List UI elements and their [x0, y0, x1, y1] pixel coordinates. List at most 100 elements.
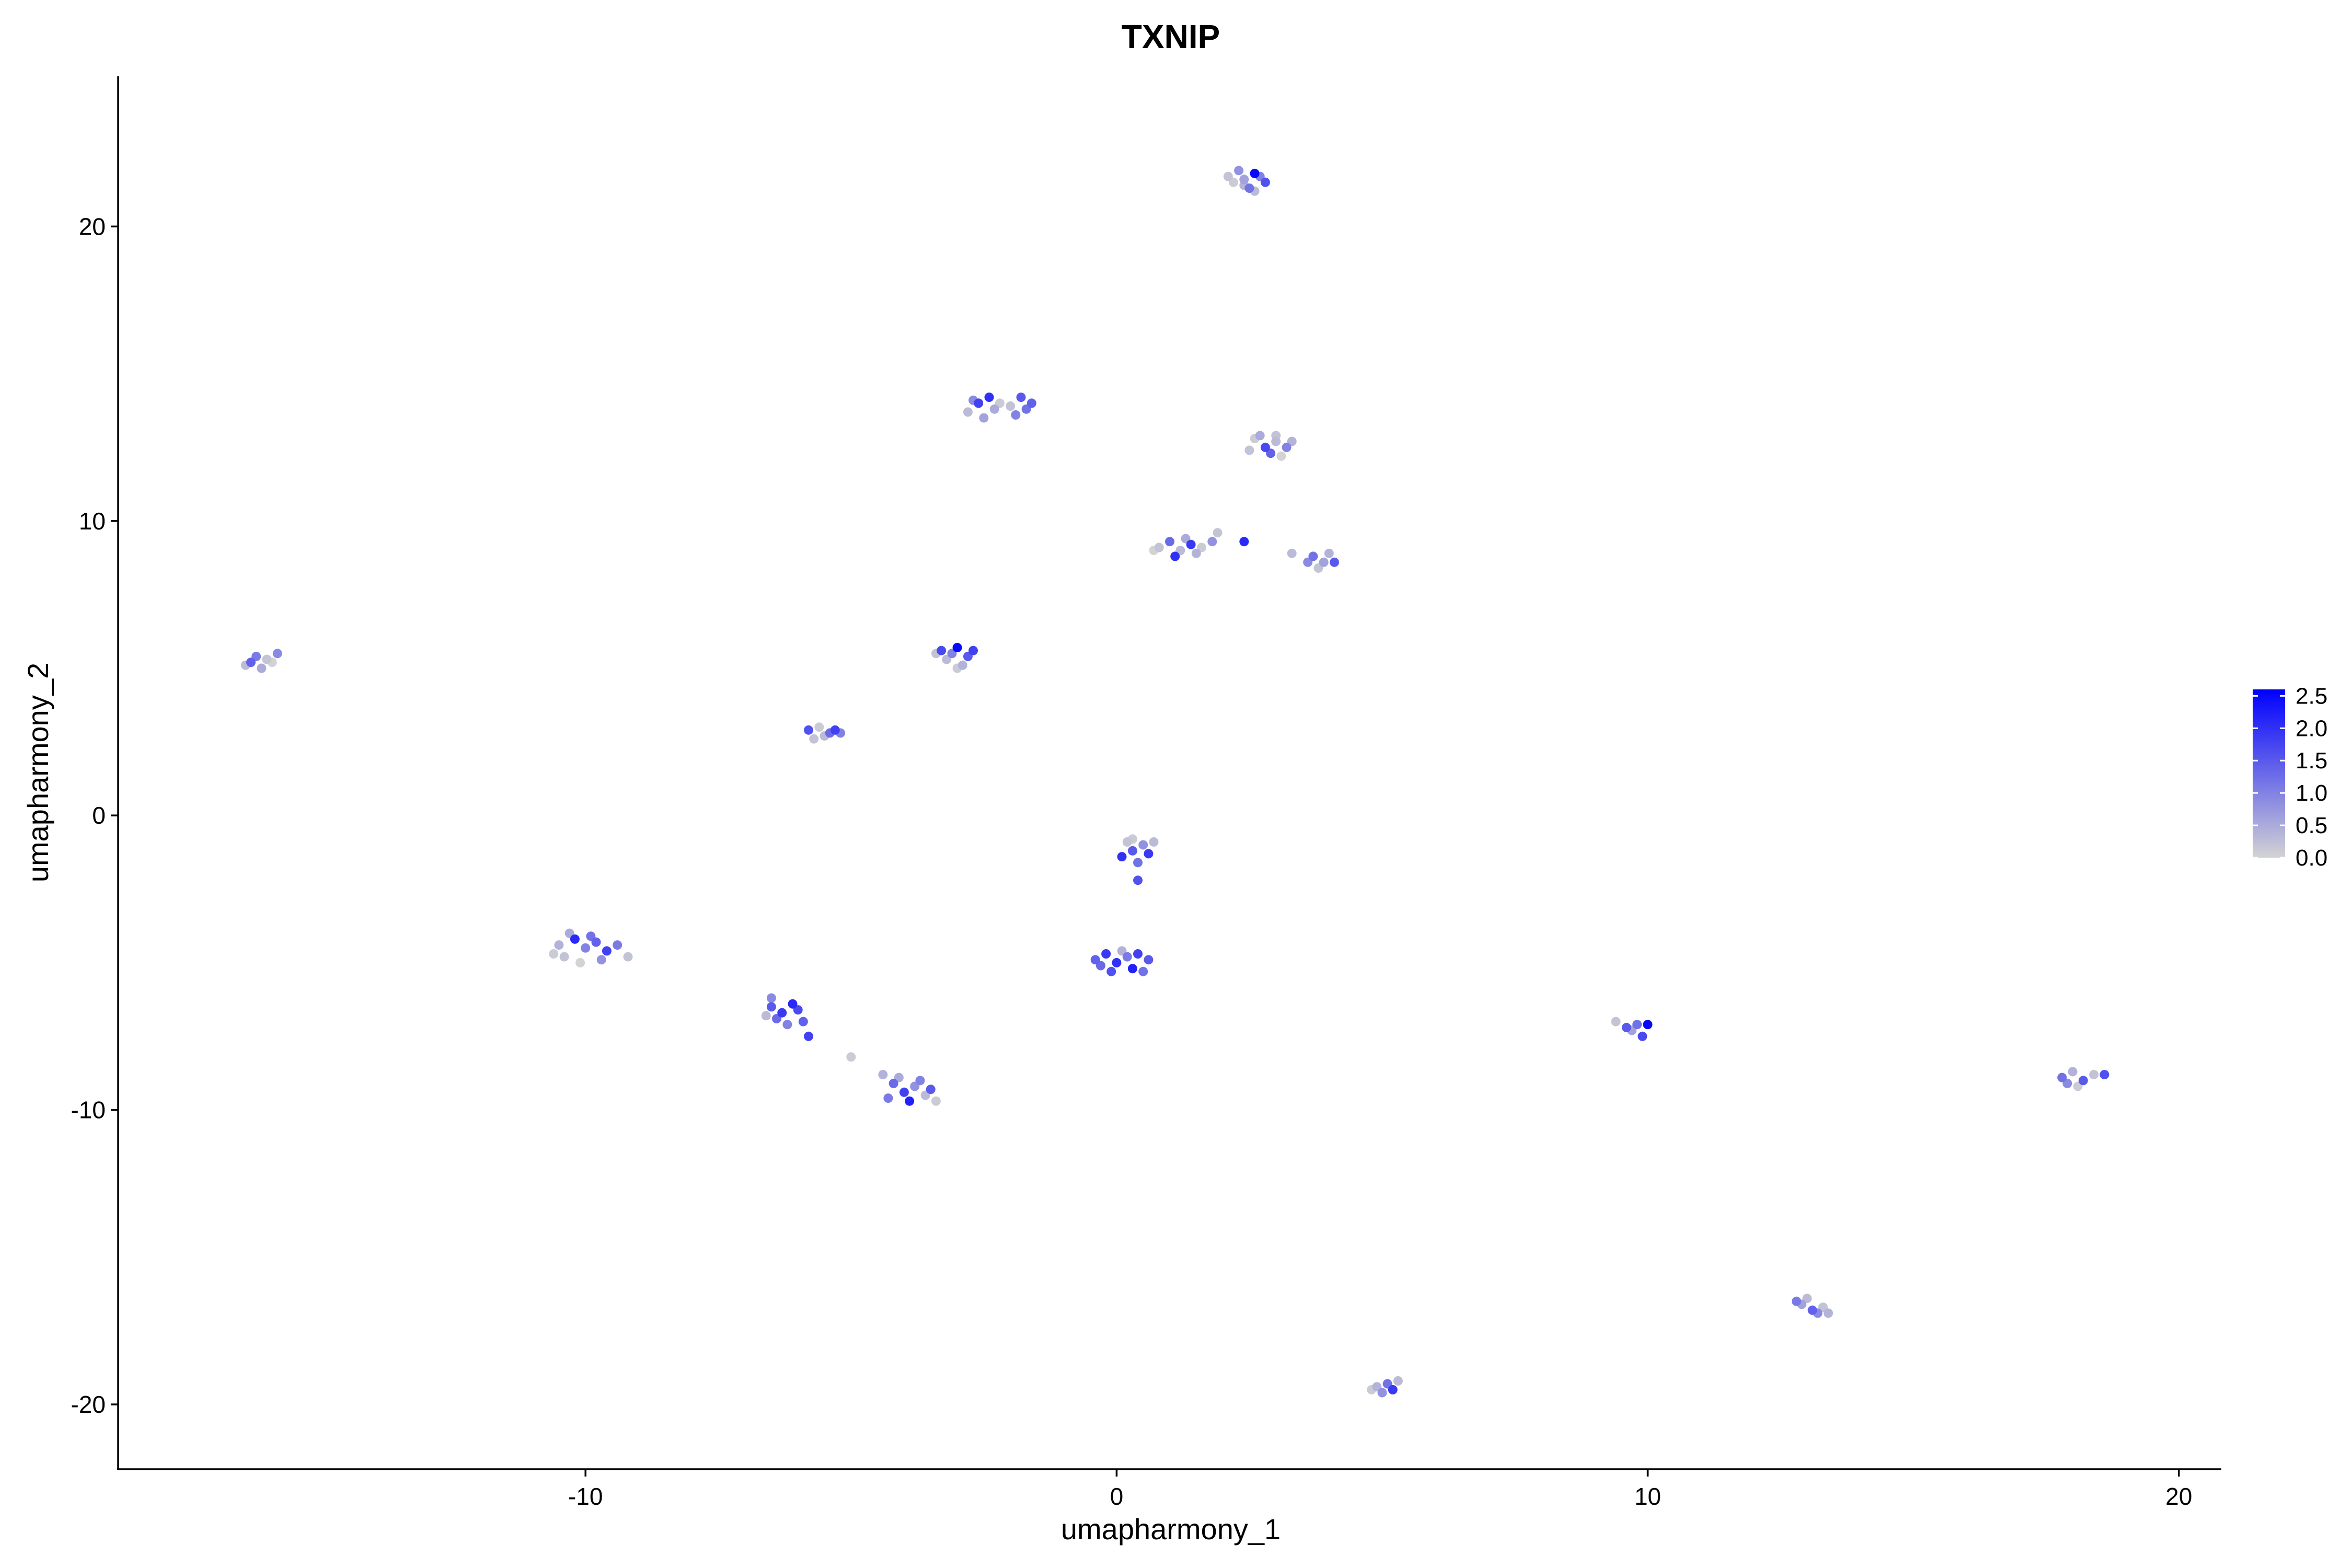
cell-point: [257, 663, 267, 673]
cell-point: [1117, 852, 1127, 862]
scatter-points: [240, 166, 2109, 1398]
plot-title: TXNIP: [1122, 18, 1220, 55]
cell-point: [1149, 837, 1159, 847]
cell-point: [889, 1078, 898, 1088]
cell-point: [1122, 837, 1132, 847]
cell-point: [1282, 442, 1292, 452]
cell-point: [1144, 849, 1154, 859]
x-tick-label: 0: [1110, 1483, 1124, 1510]
cell-point: [591, 937, 601, 947]
colorbar-ticks: 2.5 2.0 1.5 1.0 0.5 0.0: [2253, 683, 2327, 871]
x-tick-label: -10: [568, 1483, 603, 1510]
cell-point: [979, 413, 989, 423]
cell-point: [1090, 955, 1100, 965]
cell-point: [883, 1093, 893, 1103]
cell-point: [1223, 171, 1233, 181]
cell-point: [1260, 177, 1270, 187]
x-axis-title: umapharmony_1: [1061, 1513, 1281, 1546]
cell-point: [554, 940, 564, 950]
colorbar-label: 0.0: [2296, 845, 2327, 871]
cell-point: [915, 1076, 925, 1086]
cell-point: [262, 654, 272, 664]
cell-point: [1144, 955, 1154, 965]
colorbar-label: 2.0: [2296, 716, 2327, 741]
cell-point: [766, 993, 776, 1003]
y-axis-title: umapharmony_2: [21, 663, 54, 882]
colorbar-label: 1.0: [2296, 780, 2327, 806]
cell-point: [1239, 537, 1249, 547]
cell-point: [581, 943, 591, 953]
cell-point: [1611, 1017, 1621, 1027]
cell-point: [1127, 846, 1137, 856]
cell-point: [1244, 445, 1254, 455]
cell-point: [1824, 1308, 1833, 1318]
cell-point: [804, 1031, 813, 1041]
cell-point: [846, 1052, 856, 1062]
cell-point: [1287, 548, 1297, 558]
cell-point: [1393, 1376, 1403, 1386]
cell-point: [878, 1070, 888, 1079]
y-tick-label: 0: [92, 802, 106, 829]
cell-point: [272, 649, 282, 659]
cell-point: [559, 952, 569, 962]
cell-point: [788, 999, 798, 1009]
cell-point: [814, 722, 824, 732]
y-tick-label: 10: [79, 508, 106, 535]
cell-point: [1377, 1388, 1387, 1398]
cell-point: [1027, 398, 1036, 408]
cell-point: [570, 934, 580, 944]
cell-point: [782, 1020, 792, 1030]
cell-point: [1133, 875, 1143, 885]
x-axis-ticks: -10 0 10 20: [568, 1469, 2192, 1510]
cell-point: [613, 940, 622, 950]
y-axis-ticks: -20 -10 0 10 20: [71, 213, 118, 1418]
cell-point: [623, 952, 633, 962]
cell-point: [1138, 840, 1148, 850]
cell-point: [1016, 393, 1026, 402]
cell-point: [1319, 557, 1329, 567]
cell-point: [777, 1008, 787, 1018]
cell-point: [1308, 551, 1318, 561]
cell-point: [1234, 166, 1244, 176]
cell-point: [958, 660, 967, 670]
cell-point: [974, 398, 984, 408]
cell-point: [1324, 548, 1334, 558]
cell-point: [1260, 442, 1270, 452]
cell-point: [1330, 557, 1339, 567]
cell-point: [969, 645, 978, 655]
cell-point: [549, 949, 559, 959]
cell-point: [1127, 964, 1137, 974]
cell-point: [1250, 168, 1260, 178]
colorbar-label: 2.5: [2296, 683, 2327, 709]
cell-point: [2068, 1067, 2078, 1077]
cell-point: [1239, 175, 1249, 185]
cell-point: [1011, 410, 1021, 420]
cell-point: [989, 404, 999, 414]
cell-point: [1106, 966, 1116, 976]
cell-point: [1792, 1296, 1802, 1306]
cell-point: [766, 1002, 776, 1012]
cell-point: [2089, 1070, 2099, 1079]
cell-point: [1276, 451, 1286, 461]
cell-point: [1807, 1305, 1817, 1315]
cell-point: [1632, 1020, 1642, 1030]
cell-point: [2078, 1076, 2088, 1086]
cell-point: [602, 946, 612, 956]
cell-point: [1643, 1020, 1653, 1030]
cell-point: [963, 407, 973, 417]
cell-point: [1191, 548, 1201, 558]
cell-point: [952, 643, 962, 652]
cell-point: [830, 725, 840, 735]
y-tick-label: 20: [79, 213, 106, 240]
cell-point: [1154, 543, 1164, 552]
cell-point: [1006, 401, 1016, 411]
cell-point: [798, 1017, 808, 1027]
cell-point: [1165, 537, 1174, 547]
cell-point: [804, 725, 813, 735]
cell-point: [1244, 183, 1254, 193]
cell-point: [1112, 958, 1122, 967]
cell-point: [1388, 1385, 1398, 1394]
colorbar-gradient: [2253, 689, 2285, 858]
cell-point: [937, 645, 947, 655]
